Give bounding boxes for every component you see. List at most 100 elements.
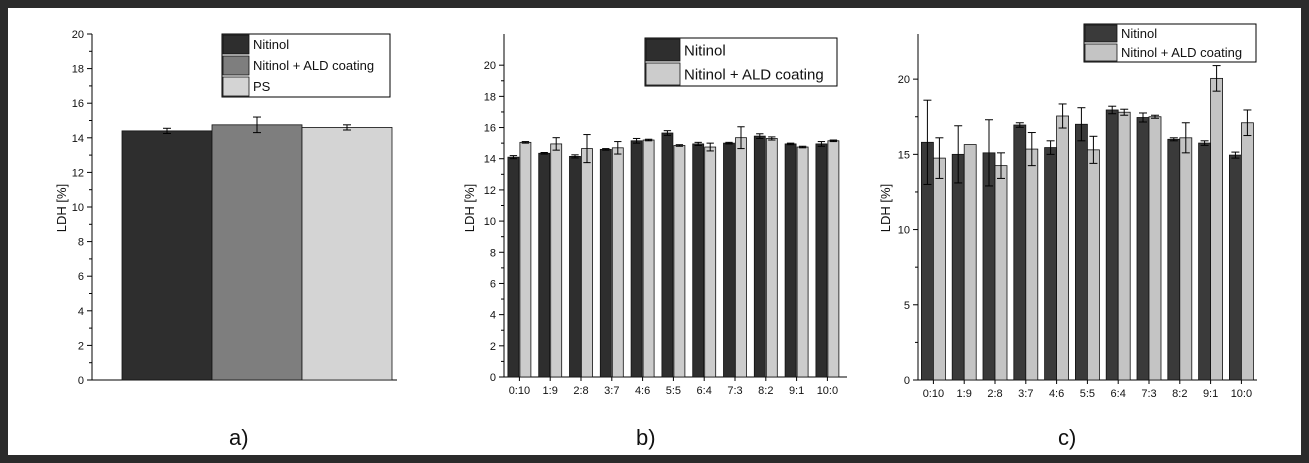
panel-b-legend-label: Nitinol + ALD coating [684,66,824,83]
panel-a-y-tick-label: 14 [72,133,84,145]
panel-b-bar [735,137,747,378]
panel-c-bar [1198,142,1211,381]
panel-label-b: b) [636,425,656,450]
panel-c-bar [1179,137,1193,381]
panel-b-y-axis-label: LDH [%] [462,184,477,232]
panel-label-a: a) [229,425,249,450]
panel-b-legend-swatch [645,62,681,86]
panel-c-bar [1105,109,1119,381]
panel-b-bar [661,132,674,378]
panel-b-y-tick-label: 8 [490,247,496,259]
panel-b-bar [796,146,809,378]
panel-b-legend-label: Nitinol [684,42,726,59]
panel-c-bar [1075,123,1088,381]
panel-c-bar [1210,77,1223,381]
panel-c-x-tick-label: 5:5 [1080,388,1095,400]
panel-b-bar [784,143,797,378]
panel-b-x-tick-label: 6:4 [697,385,712,397]
panel-b-x-tick-label: 1:9 [543,385,558,397]
panel-b-x-tick-label: 0:10 [509,385,530,397]
panel-c-x-tick-label: 4:6 [1049,388,1064,400]
panel-a-y-tick-label: 4 [78,306,84,318]
panel-c-bar [994,165,1008,381]
panel-b-bar [765,138,778,378]
panel-a-legend-label: PS [253,79,271,94]
panel-b-y-tick-label: 14 [484,154,496,166]
panel-a-bar [301,127,393,381]
panel-b-y-tick-label: 20 [484,60,496,72]
panel-b-x-tick-label: 2:8 [573,385,588,397]
panel-c-bar [1229,154,1242,381]
panel-b-x-tick-label: 3:7 [604,385,619,397]
panel-a-legend-box [221,33,391,98]
panel-b-bar [815,143,828,378]
panel-b-x-tick-label: 8:2 [758,385,773,397]
panel-a-y-tick-label: 12 [72,167,84,179]
panel-b-bar [642,139,655,378]
panel-c-bar [963,144,977,381]
panel-b-bar [599,148,612,378]
panel-c-bar [1148,116,1162,381]
panel-c-bar [1241,122,1254,381]
panel-c-x-tick-label: 3:7 [1018,388,1033,400]
panel-c-x-tick-label: 7:3 [1141,388,1156,400]
panel-b-x-tick-label: 10:0 [817,385,838,397]
panel-b-x-tick-label: 5:5 [666,385,681,397]
panel-a-y-tick-label: 6 [78,271,84,283]
panel-c-y-tick-label: 0 [904,375,910,387]
panel-a-y-tick-label: 10 [72,202,84,214]
panel-c-bar [1117,111,1131,381]
panel-b-bar [538,152,551,378]
panel-c-legend-swatch [1084,24,1118,43]
panel-c-x-tick-label: 9:1 [1203,388,1218,400]
panel-c-bar [1025,148,1039,381]
panel-a-bar [121,130,213,381]
panel-b-bar [550,143,563,378]
panel-b-bar [723,142,735,378]
panel-a-y-tick-label: 8 [78,237,84,249]
panel-c-y-tick-label: 5 [904,300,910,312]
panel-b-x-tick-label: 4:6 [635,385,650,397]
panel-b-bar [611,147,624,378]
panel-a-legend-label: Nitinol [253,37,289,52]
panel-b-y-tick-label: 6 [490,278,496,290]
panel-b-bar [704,146,717,378]
panel-a-legend-swatch [222,55,250,76]
panel-a-y-tick-label: 2 [78,340,84,352]
panel-c-x-tick-label: 8:2 [1172,388,1187,400]
panel-b-bar [519,141,532,378]
panel-b-y-tick-label: 12 [484,185,496,197]
panel-b-bar [827,140,840,378]
panel-b-bar [630,140,643,378]
panel-b-bar [673,145,686,378]
panel-b-bar [692,143,705,378]
panel-b-y-tick-label: 0 [490,372,496,384]
panel-b-bar [581,148,593,378]
panel-b-y-tick-label: 18 [484,91,496,103]
panel-b-bar [507,156,520,378]
panel-c-bar [982,152,996,381]
panel-c-x-tick-label: 0:10 [923,388,944,400]
panel-c-x-tick-label: 1:9 [957,388,972,400]
panel-c-y-tick-label: 10 [898,225,910,237]
panel-b-legend-swatch [645,38,681,62]
panel-c-x-tick-label: 6:4 [1111,388,1126,400]
panel-c-bar [1013,124,1027,381]
panel-c-bar [1167,138,1181,381]
panel-c-bar [933,157,946,381]
panel-c-bar [951,153,965,381]
panel-label-c: c) [1058,425,1077,450]
panel-b-y-tick-label: 2 [490,341,496,353]
panel-c-legend-label: Nitinol + ALD coating [1121,45,1242,60]
panel-b-x-tick-label: 9:1 [789,385,804,397]
panel-a-y-tick-label: 0 [78,375,84,387]
panel-b-y-tick-label: 16 [484,123,496,135]
panel-c-legend-label: Nitinol [1121,26,1157,41]
panel-b-x-tick-label: 7:3 [727,385,742,397]
panel-b-bar [569,155,581,378]
panel-c-x-tick-label: 2:8 [987,388,1002,400]
panel-c-y-axis-label: LDH [%] [878,184,893,232]
panel-c-bar [1044,147,1057,381]
panel-a-legend-swatch [222,76,250,97]
